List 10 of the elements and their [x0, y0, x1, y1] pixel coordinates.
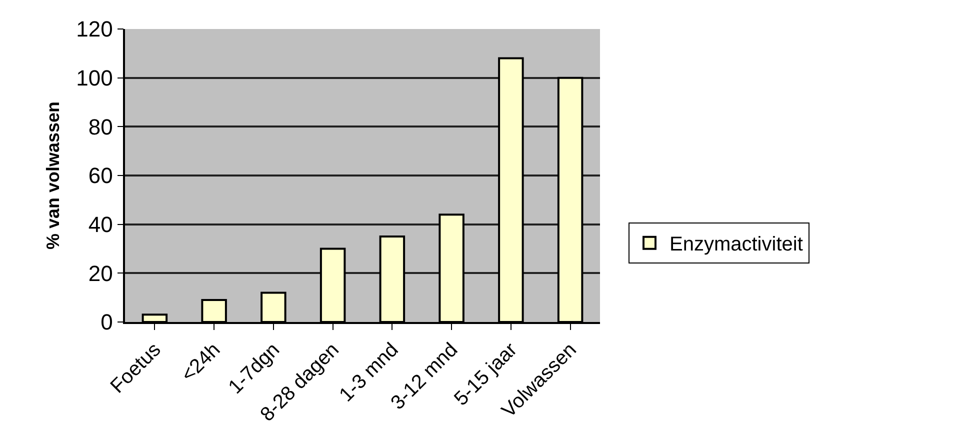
y-axis-title: % van volwassen — [42, 101, 63, 250]
y-tick-label: 120 — [76, 16, 113, 42]
y-tick-label: 80 — [88, 114, 113, 140]
y-tick-label: 20 — [88, 260, 113, 286]
y-tick-label: 100 — [76, 66, 113, 91]
y-tick-label: 0 — [100, 310, 113, 335]
x-tick-label: <24h — [177, 338, 225, 386]
y-tick-label: 40 — [88, 212, 113, 238]
y-tick-label: 60 — [88, 163, 113, 188]
legend-label: Enzymactiviteit — [670, 234, 804, 256]
